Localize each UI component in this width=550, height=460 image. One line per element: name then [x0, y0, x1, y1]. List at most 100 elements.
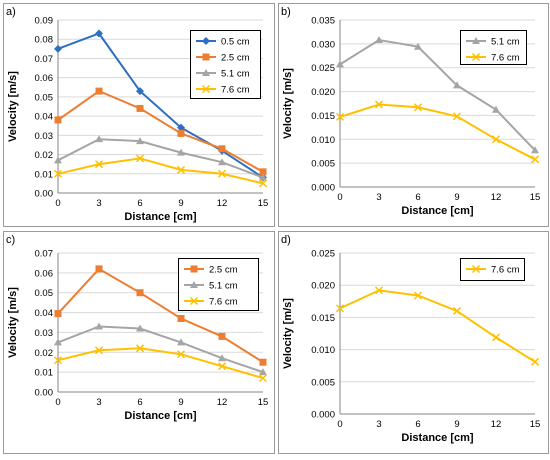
panel-d-series-7-6-cm-point: [530, 357, 540, 366]
panel-d-series-7-6-cm-point: [374, 286, 384, 295]
panel-c: c) 0.00 0.01 0.02 0.03 0.04 0.05 0.06 0.07 0 3 6 9 12…: [3, 231, 275, 454]
panel-b-series-5-1-cm-point: [531, 146, 539, 154]
panel-b-legend: 5.1 cm 7.6 cm: [460, 30, 527, 65]
panel-b-series-7-6-cm-point: [374, 100, 384, 109]
panel-b-legend-marker-5-1-cm: [472, 37, 480, 44]
panel-b-ytick-label: 0.010: [311, 135, 335, 146]
panel-a-legend: 0.5 cm 2.5 cm 5.1 cm 7.6 cm: [190, 30, 261, 99]
panel-c-ytick-label: 0.06: [35, 268, 54, 279]
panel-d-xtick-label: 15: [530, 419, 541, 430]
panel-c-series-2-5-cm-point: [259, 358, 267, 366]
panel-c-legend-marker-5-1-cm: [190, 281, 198, 288]
panel-d-ytick-label: 0.000: [311, 410, 335, 421]
panel-c-series-7-6-cm-point: [94, 346, 104, 355]
panel-a-series-5-1-cm-point: [136, 137, 144, 145]
panel-a-series-5-1-cm-point: [95, 135, 103, 143]
panel-a-series-0-5-cm-point: [95, 29, 103, 38]
panel-c-series-2-5-cm-point: [54, 310, 62, 318]
panel-a-series-2-5-cm-point: [259, 168, 267, 176]
panel-a-series-5-1-cm-point: [259, 173, 267, 181]
panel-a-series-2-5-cm: [54, 87, 267, 176]
panel-c-xtick-label: 9: [178, 397, 183, 408]
panel-b-series-7-6-cm-point: [335, 112, 345, 121]
panel-b-legend-box: [460, 30, 527, 65]
panel-c-legend-label: 2.5 cm: [209, 265, 238, 276]
panel-b-series-7-6-cm-line: [339, 103, 536, 161]
panel-d-series-7-6-cm-line: [339, 289, 536, 363]
panel-a-legend-marker-7-6-cm: [201, 84, 211, 94]
panel-c-xtick-label: 0: [55, 397, 60, 408]
panel-a-xtick-label: 9: [178, 198, 183, 209]
panel-c-xtick-label: 3: [96, 397, 101, 408]
panel-c-series-7-6-cm-point: [135, 344, 145, 353]
panel-b-ytick-label: 0.030: [311, 39, 335, 50]
panel-b-ytick-label: 0.025: [311, 63, 335, 74]
panel-b-xtick-label: 6: [415, 192, 420, 203]
panel-c-xtick-label: 12: [217, 397, 228, 408]
panel-c-series-7-6-cm-point: [53, 356, 63, 365]
panel-d-ytick-label: 0.005: [311, 377, 335, 388]
panel-a-series-7-6-cm-point: [135, 154, 145, 163]
panel-a-legend-marker-2-5-cm: [202, 53, 210, 61]
panel-a-x-axis-title: Distance [cm]: [124, 211, 196, 223]
panel-a-ytick-label: 0.03: [35, 131, 54, 142]
panel-a-series-5-1-cm-line: [57, 138, 264, 179]
panel-d-series-7-6-cm-point: [335, 304, 345, 313]
panel-c-series-5-1-cm-point: [259, 368, 267, 376]
panel-c-ytick-label: 0.04: [35, 308, 54, 319]
panel-d-legend-box: [460, 258, 525, 281]
panel-c-series-7-6-cm-point: [176, 350, 186, 359]
panel-a-legend-marker-0-5-cm: [202, 37, 210, 45]
panel-c-series-2-5-cm-point: [95, 265, 103, 273]
panel-b-xtick-label: 12: [491, 192, 502, 203]
panel-d-ytick-label: 0.015: [311, 313, 335, 324]
panel-d-xtick-label: 9: [454, 419, 459, 430]
panel-c-series-2-5-cm-point: [177, 315, 185, 323]
panel-a-xtick-label: 15: [258, 198, 269, 209]
panel-a-ytick-label: 0.05: [35, 92, 54, 103]
panel-c-ytick-label: 0.01: [35, 368, 54, 379]
panel-a-series-0-5-cm-point: [54, 44, 62, 53]
panel-c-ytick-label: 0.03: [35, 328, 54, 339]
panel-b-series-5-1-cm-point: [414, 42, 422, 50]
panel-b-y-axis-title: Velocity [m/s]: [282, 68, 294, 139]
panel-a-series-2-5-cm-point: [54, 116, 62, 124]
panel-a-series-0-5-cm-point: [136, 87, 144, 96]
panel-a-ytick-label: 0.06: [35, 73, 54, 84]
panel-c-series-5-1-cm-point: [136, 324, 144, 332]
panel-c-series-5-1-cm-line: [57, 325, 264, 374]
panel-a-series-0-5-cm-point: [177, 123, 185, 132]
panel-d-label: d): [281, 234, 291, 246]
panel-b-ytick-label: 0.015: [311, 111, 335, 122]
panel-a-series-2-5-cm-point: [95, 87, 103, 95]
panel-a-ytick-label: 0.09: [35, 16, 54, 27]
panel-c-ytick-label: 0.07: [35, 249, 54, 260]
panel-b-series-5-1-cm-point: [375, 36, 383, 44]
panel-a-series-7-6-cm-point: [94, 160, 104, 169]
panel-a-series-7-6-cm: [53, 154, 268, 188]
panel-c-series-2-5-cm-point: [136, 289, 144, 297]
panel-d-xtick-label: 12: [491, 419, 502, 430]
panel-c-series-5-1-cm-point: [95, 322, 103, 330]
panel-c-legend-label: 5.1 cm: [209, 281, 238, 292]
panel-b-xtick-label: 9: [454, 192, 459, 203]
panel-c-label: c): [6, 234, 15, 246]
panel-b-series-5-1-cm-point: [492, 105, 500, 113]
panel-b-ytick-label: 0.005: [311, 159, 335, 170]
panel-d: d) 0.000 0.005 0.010 0.015 0.020 0.025 0 3 6 9 12 15…: [278, 231, 549, 454]
panel-c-y-axis-title: Velocity [m/s]: [7, 287, 19, 358]
panel-a-series-5-1-cm: [54, 135, 267, 181]
panel-b: b) 0.000 0.005 0.010 0.015 0.020 0.025 0.030 0.0…: [278, 3, 549, 227]
panel-b-series-7-6-cm-point: [452, 112, 462, 121]
panel-c-series-5-1-cm-point: [218, 354, 226, 362]
panel-c-legend-marker-2-5-cm: [190, 265, 198, 273]
panel-d-xtick-label: 6: [415, 419, 420, 430]
panel-b-series-5-1-cm-line: [339, 38, 536, 151]
panel-c-series-7-6-cm-line: [57, 347, 264, 380]
panel-a-ytick-label: 0.08: [35, 35, 54, 46]
panel-a-series-2-5-cm-point: [177, 129, 185, 137]
panel-c-xtick-label: 15: [258, 397, 269, 408]
panel-a-y-axis-title: Velocity [m/s]: [7, 71, 19, 142]
panel-a: a) 0.00 0.01 0.02 0.03 0.04 0.05 0.06 0.07 0.08 0.…: [3, 3, 275, 227]
